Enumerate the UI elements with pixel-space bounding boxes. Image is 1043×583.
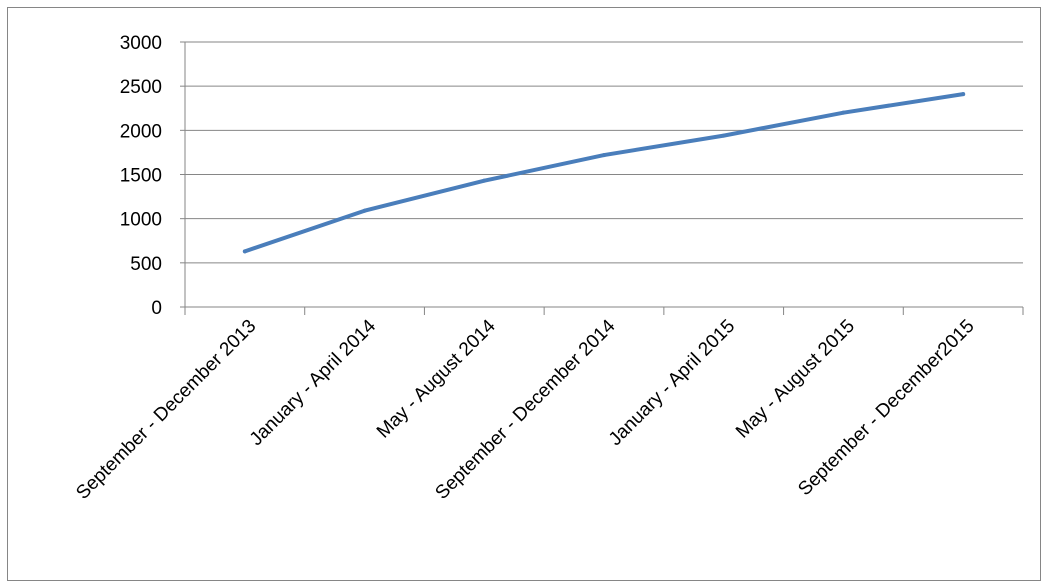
series-line bbox=[242, 92, 966, 254]
series-group bbox=[242, 92, 966, 254]
data-point bbox=[841, 110, 846, 115]
y-tick-label: 1500 bbox=[120, 166, 162, 187]
y-tick-label: 2000 bbox=[120, 121, 162, 142]
gridlines bbox=[185, 41, 1023, 264]
x-tick-label: May - August 2014 bbox=[373, 315, 500, 442]
data-point bbox=[602, 153, 606, 158]
x-tick-label: September - December 2013 bbox=[72, 316, 260, 504]
y-tick-label: 0 bbox=[151, 298, 162, 319]
chart-frame bbox=[7, 7, 1041, 581]
x-tick-label: January - April 2015 bbox=[605, 316, 739, 450]
axes bbox=[180, 41, 1024, 315]
y-tick-label: 2500 bbox=[120, 77, 162, 98]
y-tick-label: 3000 bbox=[120, 33, 162, 54]
x-tick-label: January - April 2014 bbox=[246, 315, 381, 450]
x-tick-label: May - August 2015 bbox=[732, 316, 859, 443]
data-point bbox=[362, 208, 367, 213]
data-point bbox=[721, 133, 726, 138]
y-tick-label: 500 bbox=[130, 254, 162, 275]
data-point bbox=[242, 249, 247, 254]
data-point bbox=[482, 178, 487, 183]
y-tick-label: 1000 bbox=[120, 210, 162, 231]
y-axis-tick-labels: 0 500 1000 1500 2000 2500 3000 bbox=[120, 33, 162, 319]
data-point bbox=[961, 92, 966, 97]
